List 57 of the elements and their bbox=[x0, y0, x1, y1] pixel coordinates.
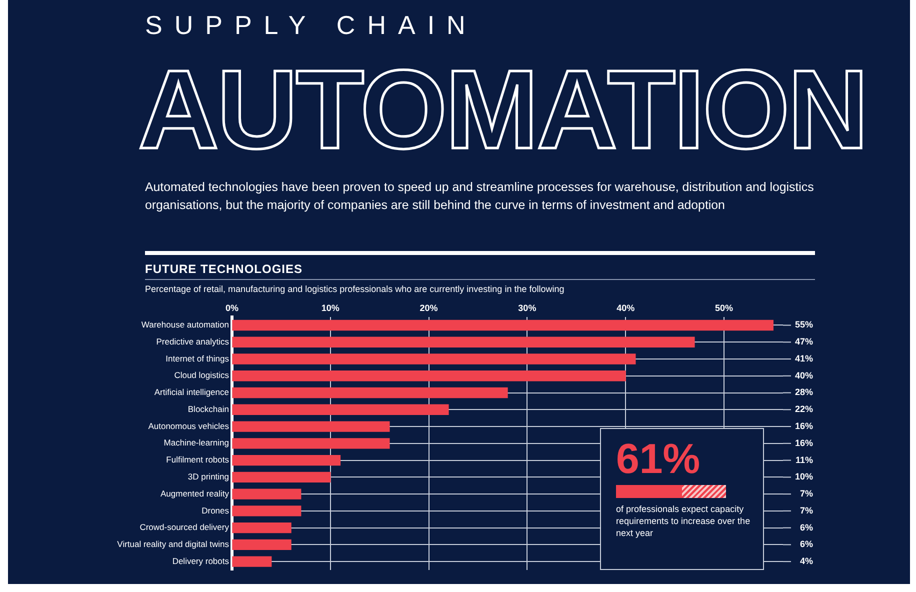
bar bbox=[232, 336, 695, 348]
y-tick-label: Delivery robots bbox=[172, 556, 229, 566]
data-label: 40% bbox=[794, 370, 813, 380]
y-tick-label: Artificial intelligence bbox=[154, 387, 230, 398]
data-label: 22% bbox=[794, 404, 813, 414]
bar bbox=[232, 421, 390, 432]
y-tick-label: Augmented reality bbox=[160, 488, 230, 498]
y-tick-label: 3D printing bbox=[188, 472, 230, 482]
chart-subtitle: Automated technologies have been proven to speed up and streamline processes for warehouse, distribution and logistics organisations, but the majority of companies are still behind the curve in terms of investment and adoption bbox=[145, 179, 815, 214]
data-label: 7% bbox=[800, 505, 813, 516]
x-tick-label: 20% bbox=[420, 302, 438, 313]
annotation: 61% bbox=[616, 435, 700, 483]
bar bbox=[232, 454, 341, 466]
y-tick-label: Fulfilment robots bbox=[166, 454, 229, 465]
y-tick-label: Blockchain bbox=[188, 404, 230, 414]
y-tick-label: Warehouse automation bbox=[141, 320, 230, 330]
bar bbox=[232, 522, 292, 534]
y-tick-label: Crowd-sourced delivery bbox=[140, 522, 230, 532]
x-tick-label: 50% bbox=[714, 302, 733, 313]
data-label: 28% bbox=[794, 387, 813, 398]
data-label: 6% bbox=[800, 522, 813, 532]
bar bbox=[232, 488, 302, 500]
data-label: 11% bbox=[795, 454, 813, 465]
bar bbox=[232, 404, 449, 415]
data-label: 7% bbox=[800, 488, 813, 499]
y-tick-label: Drones bbox=[202, 505, 229, 516]
x-tick-label: 0% bbox=[225, 302, 239, 313]
text: Percentage of retail, manufacturing and logistics professionals who are currently investing in the following bbox=[145, 284, 564, 294]
bar bbox=[232, 387, 508, 398]
y-tick-label: Internet of things bbox=[166, 353, 229, 364]
bar bbox=[232, 539, 292, 550]
bar bbox=[232, 370, 626, 382]
data-label: 55% bbox=[794, 320, 813, 330]
data-label: 16% bbox=[794, 421, 813, 432]
x-tick-label: 10% bbox=[321, 302, 340, 313]
data-label: 47% bbox=[794, 336, 813, 347]
data-label: 41% bbox=[794, 353, 813, 364]
data-label: 10% bbox=[794, 472, 813, 482]
bar bbox=[232, 556, 272, 567]
data-label: 16% bbox=[794, 438, 813, 448]
x-tick-label: 30% bbox=[518, 302, 536, 313]
bar bbox=[232, 438, 390, 449]
chart-title: SUPPLY CHAIN AUTOMATION bbox=[138, 10, 867, 172]
bar bbox=[232, 320, 774, 331]
data-label: 6% bbox=[800, 539, 813, 550]
data-label: 4% bbox=[800, 556, 813, 566]
annotation: of professionals expect capacity requirements to increase over the next year bbox=[616, 503, 752, 539]
y-tick-label: Virtual reality and digital twins bbox=[117, 539, 229, 550]
bar bbox=[232, 506, 302, 516]
y-tick-label: Autonomous vehicles bbox=[148, 420, 229, 431]
bar bbox=[232, 472, 331, 482]
x-tick-label: 40% bbox=[616, 302, 635, 313]
y-tick-label: Cloud logistics bbox=[174, 370, 229, 380]
y-tick-label: Machine-learning bbox=[164, 438, 230, 448]
text: FUTURE TECHNOLOGIES bbox=[145, 262, 303, 276]
bar bbox=[232, 354, 636, 364]
y-tick-label: Predictive analytics bbox=[156, 336, 229, 346]
